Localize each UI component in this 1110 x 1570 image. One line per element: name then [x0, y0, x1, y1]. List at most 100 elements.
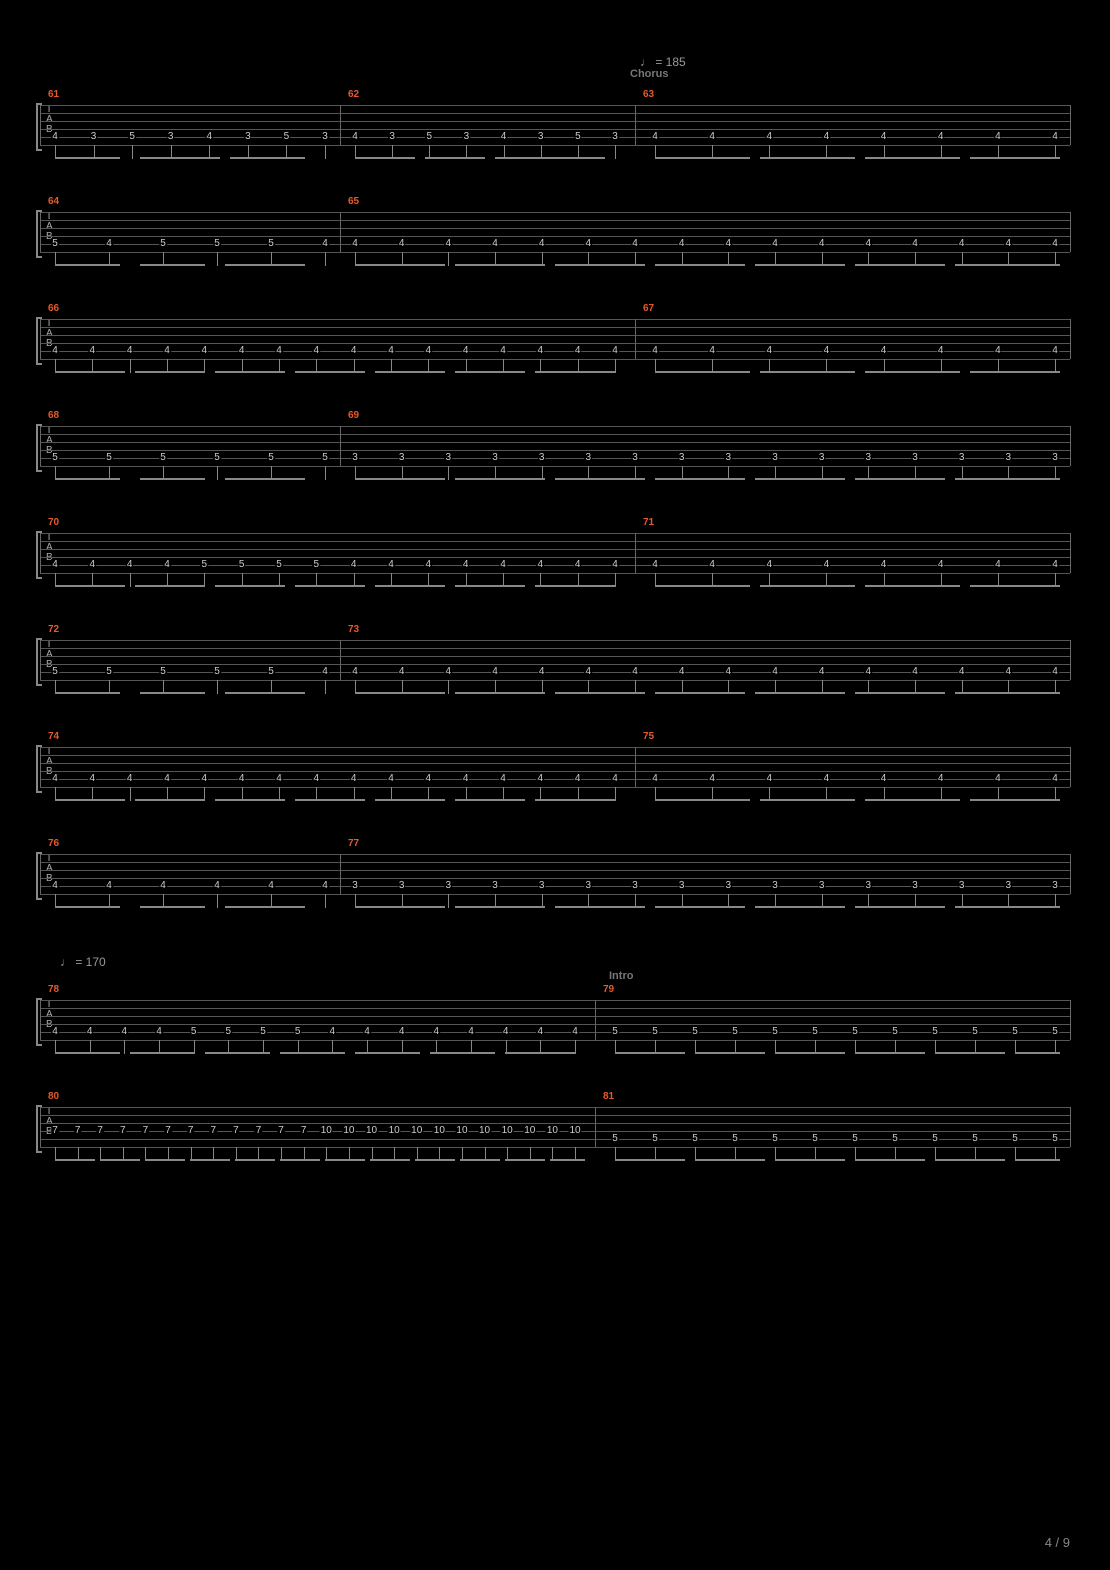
fret-number: 4	[51, 559, 59, 570]
beam	[455, 585, 525, 587]
fret-number: 4	[538, 666, 546, 677]
fret-number: 4	[611, 345, 619, 356]
staff-bracket	[36, 638, 42, 686]
beam	[655, 157, 750, 159]
beam	[225, 692, 305, 694]
staff-line	[40, 533, 1070, 534]
note-stem	[217, 466, 218, 480]
note-stem	[130, 359, 131, 373]
fret-number: 4	[499, 773, 507, 784]
fret-number: 4	[321, 666, 329, 677]
beam	[615, 1052, 685, 1054]
beam	[280, 1052, 345, 1054]
fret-number: 4	[313, 345, 321, 356]
beam	[55, 1159, 95, 1161]
fret-number: 5	[238, 559, 246, 570]
fret-number: 4	[937, 131, 945, 142]
fret-number: 4	[206, 131, 214, 142]
beam	[755, 692, 845, 694]
note-stem	[615, 787, 616, 801]
barline	[40, 319, 41, 359]
beam	[865, 157, 960, 159]
staff-line	[40, 220, 1070, 221]
fret-number: 4	[51, 1026, 59, 1037]
beam	[145, 1159, 185, 1161]
note-stem	[325, 466, 326, 480]
beam	[215, 799, 285, 801]
staff-line	[40, 1147, 1070, 1148]
fret-number: 4	[329, 1026, 337, 1037]
fret-number: 3	[167, 131, 175, 142]
beam	[230, 157, 305, 159]
barline	[595, 1107, 596, 1147]
beam	[655, 906, 745, 908]
beam	[55, 799, 125, 801]
fret-number: 4	[937, 559, 945, 570]
fret-number: 5	[105, 452, 113, 463]
note-stem	[130, 787, 131, 801]
beam	[970, 799, 1060, 801]
measure-number: 64	[48, 196, 59, 207]
beam	[755, 906, 845, 908]
barline	[1070, 854, 1071, 894]
staff-line	[40, 228, 1070, 229]
fret-number: 4	[574, 345, 582, 356]
staff-line	[40, 640, 1070, 641]
staff-bracket	[36, 210, 42, 258]
staff-bracket	[36, 998, 42, 1046]
beam	[655, 264, 745, 266]
beam	[655, 478, 745, 480]
beam	[55, 1052, 120, 1054]
staff-line	[40, 105, 1070, 106]
fret-number: 5	[1051, 1026, 1059, 1037]
fret-number: 4	[398, 1026, 406, 1037]
beam	[455, 799, 525, 801]
beam	[355, 264, 445, 266]
fret-number: 4	[538, 238, 546, 249]
note-stem	[615, 359, 616, 373]
staff-line	[40, 351, 1070, 352]
fret-number: 4	[462, 559, 470, 570]
fret-number: 4	[880, 773, 888, 784]
measure-number: 71	[643, 517, 654, 528]
fret-number: 4	[678, 238, 686, 249]
fret-number: 5	[651, 1026, 659, 1037]
beam	[370, 1159, 410, 1161]
beam	[140, 906, 205, 908]
fret-number: 7	[51, 1125, 59, 1136]
fret-number: 7	[164, 1125, 172, 1136]
beam	[760, 799, 855, 801]
beam	[190, 1159, 230, 1161]
fret-number: 5	[128, 131, 136, 142]
staff-line	[40, 1139, 1070, 1140]
measure-number: 76	[48, 838, 59, 849]
fret-number: 3	[958, 880, 966, 891]
fret-number: 7	[142, 1125, 150, 1136]
staff-system: TAB7475444444444444444444444444	[40, 747, 1070, 807]
beam	[970, 157, 1060, 159]
beam	[295, 371, 365, 373]
fret-number: 5	[294, 1026, 302, 1037]
fret-number: 10	[455, 1125, 468, 1136]
beam	[295, 585, 365, 587]
fret-number: 3	[818, 880, 826, 891]
beam	[135, 585, 205, 587]
barline	[595, 1000, 596, 1040]
fret-number: 5	[159, 452, 167, 463]
staff-line	[40, 755, 1070, 756]
fret-number: 7	[119, 1125, 127, 1136]
barline	[635, 319, 636, 359]
barline	[340, 640, 341, 680]
fret-number: 4	[445, 238, 453, 249]
beam	[55, 478, 120, 480]
beam	[655, 692, 745, 694]
beam	[855, 478, 945, 480]
note-stem	[217, 252, 218, 266]
fret-number: 10	[342, 1125, 355, 1136]
fret-number: 3	[771, 452, 779, 463]
fret-number: 4	[911, 238, 919, 249]
fret-number: 3	[321, 131, 329, 142]
fret-number: 10	[546, 1125, 559, 1136]
fret-number: 7	[74, 1125, 82, 1136]
fret-number: 10	[388, 1125, 401, 1136]
